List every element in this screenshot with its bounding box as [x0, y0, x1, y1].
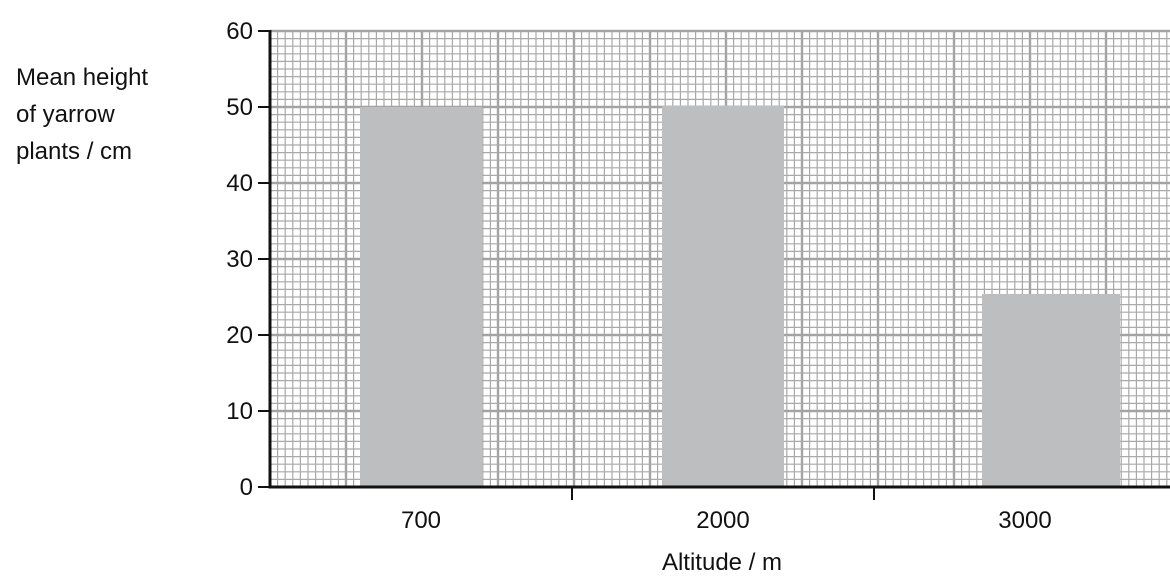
y-tick-label: 50	[226, 94, 253, 121]
x-tick-label: 3000	[998, 507, 1051, 534]
y-tick-labels: 0 10 20 30 40 50 60	[226, 18, 253, 501]
y-tick-label: 0	[240, 474, 253, 501]
x-tick-labels: 700 2000 3000	[401, 507, 1052, 534]
y-tick-label: 60	[226, 18, 253, 45]
axes	[258, 30, 1170, 500]
x-tick-label: 700	[401, 507, 441, 534]
bar-700	[360, 107, 482, 487]
y-tick-label: 30	[226, 246, 253, 273]
y-tick-label: 20	[226, 322, 253, 349]
bar-2000	[662, 105, 784, 487]
y-axis-label-line-3: plants / cm	[16, 138, 132, 165]
bars	[360, 105, 1120, 487]
x-axis-label: Altitude / m	[662, 549, 782, 576]
y-tick-label: 40	[226, 170, 253, 197]
x-tick-label: 2000	[696, 507, 749, 534]
bar-3000	[982, 293, 1120, 487]
y-axis-label-line-1: Mean height	[16, 64, 148, 91]
y-tick-label: 10	[226, 398, 253, 425]
y-axis-label-line-2: of yarrow	[16, 101, 115, 128]
